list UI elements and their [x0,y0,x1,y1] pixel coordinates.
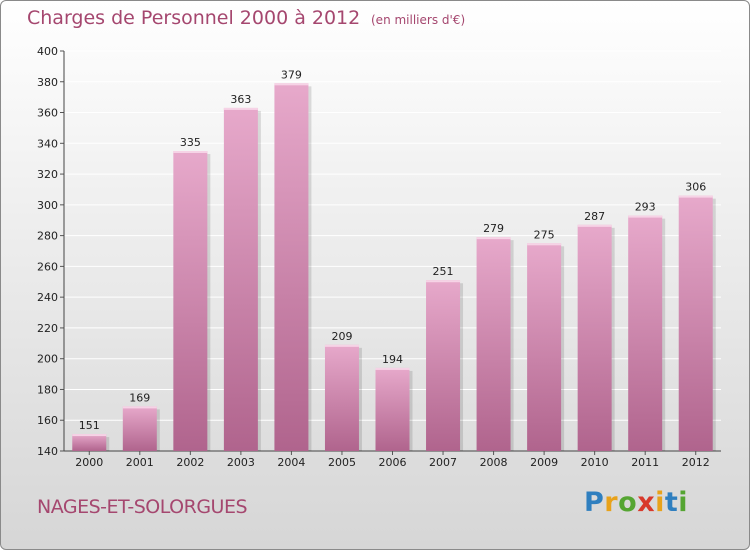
x-tick-label: 2001 [126,456,154,469]
data-label: 169 [129,391,150,404]
bar-2001 [122,406,157,451]
bar-highlight [324,344,359,347]
bar-2006 [375,367,410,451]
bar-highlight [678,195,713,198]
x-tick-label: 2008 [480,456,508,469]
data-label: 335 [180,136,201,149]
bar-2012 [678,195,713,451]
bar-highlight [122,406,157,409]
bar-2011 [628,215,663,451]
y-tick-label: 280 [37,230,58,243]
data-label: 251 [433,265,454,278]
bar-2002 [173,151,208,451]
x-tick-label: 2006 [379,456,407,469]
y-tick-label: 160 [37,414,58,427]
data-label: 279 [483,222,504,235]
x-tick-label: 2010 [581,456,609,469]
logo-letter: t [664,487,679,518]
bar-2000 [72,434,107,451]
bar-2008 [476,237,511,451]
bar-highlight [274,83,309,86]
chart-unit: (en milliers d'€) [371,13,466,27]
bar-highlight [628,215,663,218]
bars [72,83,716,452]
data-label: 306 [685,181,706,194]
y-tick-label: 260 [37,260,58,273]
x-tick-label: 2011 [631,456,659,469]
y-tick-label: 240 [37,291,58,304]
proxiti-logo: Proxiti [584,487,688,518]
data-labels: 151 169 335 363 379 209 194 251 279 275 287 293 306 [79,68,706,432]
x-tick-label: 2004 [277,456,305,469]
x-tick-label: 2009 [530,456,558,469]
bar-highlight [223,107,258,110]
x-tick-label: 2000 [75,456,103,469]
x-tick-label: 2005 [328,456,356,469]
bar-2009 [527,243,562,451]
data-label: 209 [331,330,352,343]
bar-highlight [426,280,461,283]
logo-letter: i [678,487,689,518]
y-tick-label: 200 [37,353,58,366]
data-label: 194 [382,353,403,366]
data-label: 293 [635,201,656,214]
commune-name: NAGES-ET-SOLORGUES [37,496,248,518]
x-tick-label: 2007 [429,456,457,469]
bar-2007 [426,280,461,451]
data-label: 363 [230,93,251,106]
bar-highlight [173,151,208,153]
bar-highlight [476,237,511,240]
logo-letter: i [655,487,665,518]
bar-2004 [274,83,309,452]
y-tick-label: 360 [37,107,58,120]
y-tick-label: 380 [37,76,58,89]
data-label: 275 [534,228,555,241]
y-tick-label: 140 [37,445,58,458]
data-label: 379 [281,68,302,81]
bar-2010 [577,224,612,451]
logo-letter: r [604,487,619,518]
chart-title: Charges de Personnel 2000 à 2012 [27,7,361,29]
logo-letter: o [618,487,638,518]
data-label: 287 [584,210,605,223]
bar-highlight [375,367,410,370]
y-tick-label: 220 [37,322,58,335]
y-tick-label: 340 [37,137,58,150]
y-tick-label: 320 [37,168,58,181]
logo-letter: x [637,487,656,518]
y-tick-label: 180 [37,383,58,396]
y-tick-label: 300 [37,199,58,212]
data-label: 151 [79,419,100,432]
x-tick-label: 2003 [227,456,255,469]
bar-highlight [527,243,562,246]
logo-letter: P [584,487,605,518]
bar-2003 [223,107,258,451]
bar-2005 [324,344,359,451]
bar-highlight [577,224,612,227]
x-tick-label: 2002 [176,456,204,469]
y-tick-label: 400 [37,45,58,58]
x-tick-label: 2012 [682,456,710,469]
bar-highlight [72,434,107,437]
